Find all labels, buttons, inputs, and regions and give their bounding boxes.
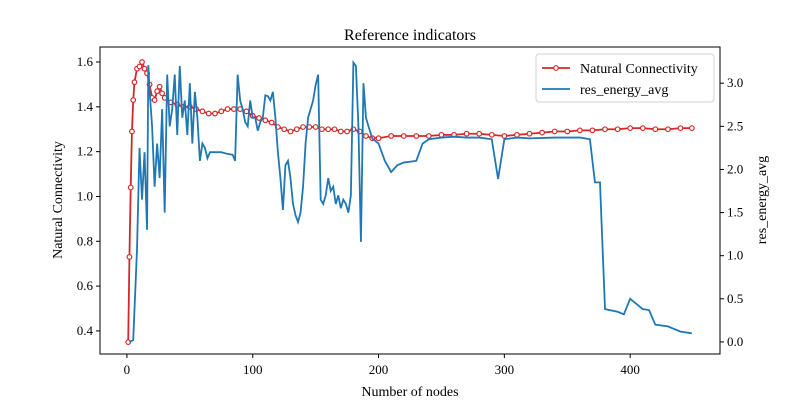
point-marker <box>514 131 520 138</box>
x-tick-label: 100 <box>243 362 263 377</box>
point-marker <box>526 130 533 137</box>
point-marker <box>463 130 470 137</box>
point-marker <box>300 124 306 130</box>
point-marker <box>665 126 671 133</box>
plot-frame <box>99 46 721 355</box>
point-marker <box>205 110 212 117</box>
y2-tick-label: 2.0 <box>727 161 743 176</box>
point-marker <box>325 126 332 133</box>
point-marker <box>652 126 659 133</box>
y-axis-label: Natural Connectivity <box>51 141 66 259</box>
y2-axis-label: res_energy_avg <box>755 156 770 244</box>
point-marker <box>627 125 634 132</box>
y-tick-label: 1.0 <box>77 188 93 203</box>
point-marker <box>281 126 288 133</box>
chart-title: Reference indicators <box>344 27 476 44</box>
y2-tick-label: 3.0 <box>727 75 743 90</box>
point-marker <box>230 106 237 112</box>
y-tick-label: 0.8 <box>77 233 93 248</box>
point-marker <box>413 133 420 139</box>
series-line <box>127 59 692 343</box>
point-marker <box>639 125 646 132</box>
point-marker <box>551 128 558 135</box>
y-tick-label: 0.6 <box>77 278 94 293</box>
point-marker <box>576 127 583 134</box>
x-tick-label: 300 <box>495 362 515 377</box>
x-tick-label: 400 <box>620 362 640 377</box>
y2-tick-label: 0.0 <box>727 334 743 349</box>
point-marker <box>476 130 483 137</box>
point-marker <box>438 131 445 138</box>
point-marker <box>331 126 338 133</box>
point-marker <box>141 65 148 72</box>
point-marker <box>131 79 138 86</box>
point-marker <box>488 131 495 138</box>
point-marker <box>602 126 608 133</box>
point-marker <box>262 117 269 124</box>
x-tick-label: 200 <box>369 362 389 377</box>
point-marker <box>151 97 158 104</box>
y2-tick-label: 1.5 <box>727 205 743 220</box>
point-marker <box>539 129 546 136</box>
point-marker <box>136 63 143 70</box>
point-marker <box>156 83 163 90</box>
y2-tick-label: 0.5 <box>727 291 743 306</box>
point-marker <box>344 128 350 135</box>
legend-label: res_energy_avg <box>580 83 668 98</box>
legend-label: Natural Connectivity <box>580 62 698 77</box>
legend-box <box>535 53 715 103</box>
point-marker <box>139 59 145 65</box>
point-marker <box>224 106 231 112</box>
y-tick-label: 0.4 <box>77 323 94 338</box>
point-marker <box>319 126 325 133</box>
point-marker <box>614 126 621 133</box>
point-marker <box>287 128 294 135</box>
point-marker <box>293 126 300 133</box>
x-tick-label: 0 <box>124 362 131 377</box>
point-marker <box>501 133 508 139</box>
point-marker <box>400 133 407 139</box>
point-marker <box>375 135 382 142</box>
x-axis-label: Number of nodes <box>361 385 458 400</box>
point-marker <box>212 110 218 117</box>
point-marker <box>688 125 695 132</box>
point-marker <box>256 115 262 121</box>
point-marker <box>564 128 571 135</box>
y2-tick-label: 2.5 <box>727 118 743 133</box>
point-marker <box>425 133 432 139</box>
point-marker <box>126 254 133 260</box>
point-marker <box>199 108 206 115</box>
y-tick-label: 1.2 <box>77 144 93 159</box>
point-marker <box>159 90 166 97</box>
point-marker <box>218 108 225 115</box>
point-marker <box>127 184 134 191</box>
point-marker <box>677 125 684 132</box>
point-marker <box>312 124 319 130</box>
y-tick-label: 1.4 <box>77 99 94 114</box>
point-marker <box>129 128 135 135</box>
point-marker <box>589 127 596 134</box>
point-marker <box>130 97 137 104</box>
point-marker <box>363 133 369 139</box>
legend-marker <box>553 65 559 71</box>
point-marker <box>337 128 344 135</box>
point-marker <box>154 88 161 95</box>
point-marker <box>243 108 250 115</box>
point-marker <box>268 119 275 126</box>
point-marker <box>388 133 395 139</box>
series-line <box>129 59 692 343</box>
y2-tick-label: 1.0 <box>727 248 743 263</box>
y-tick-label: 1.6 <box>77 54 94 69</box>
